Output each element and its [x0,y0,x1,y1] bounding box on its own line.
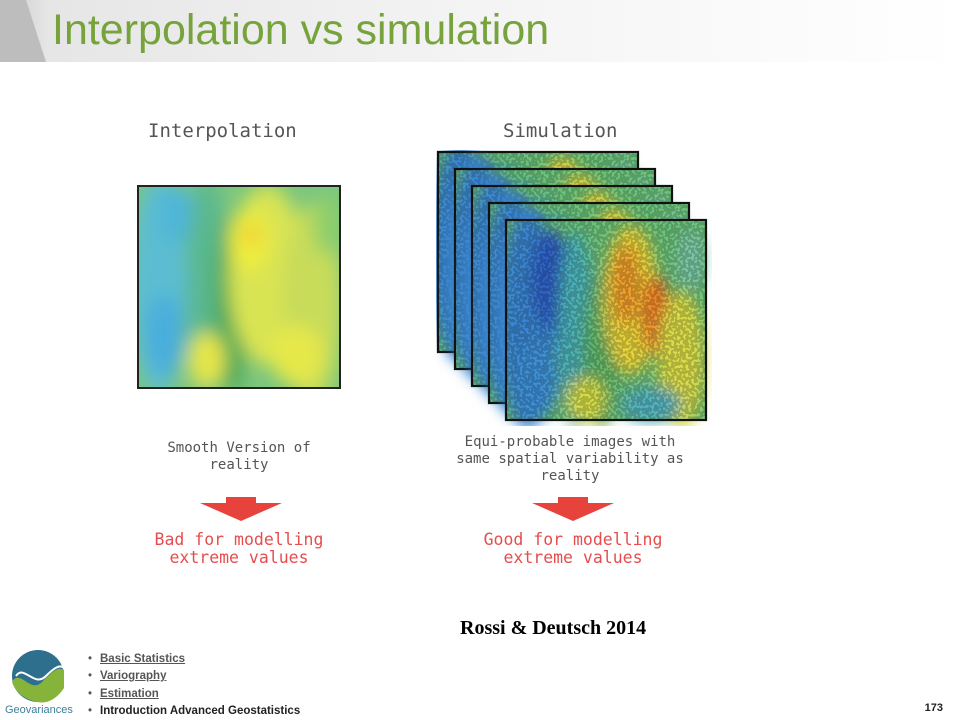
simulation-caption-line-3: reality [540,468,600,484]
interpolation-map [137,185,341,389]
citation: Rossi & Deutsch 2014 [460,617,647,639]
nav-link-basic-statistics[interactable]: Basic Statistics [100,652,186,665]
nav-item-variography[interactable]: • Variography [88,668,300,686]
simulation-caption-line-2: same spatial variability as [456,451,684,467]
page-number: 173 [924,702,943,714]
simulation-caption: Equi-probable images with same spatial v… [425,434,715,485]
interpolation-verdict: Bad for modelling extreme values [125,531,353,567]
title-banner [0,0,960,62]
interpolation-verdict-line-1: Bad for modelling [154,530,324,549]
simulation-verdict: Good for modelling extreme values [455,531,691,567]
nav-item-current-section: • Introduction Advanced Geostatistics [88,703,300,720]
interpolation-caption-line-2: reality [209,457,269,473]
simulation-panel-title: Simulation [503,120,618,142]
nav-item-basic-statistics[interactable]: • Basic Statistics [88,650,300,668]
slide-title: Interpolation vs simulation [52,6,550,54]
nav-current-section: Introduction Advanced Geostatistics [100,705,301,718]
interpolation-caption: Smooth Version of reality [130,440,348,474]
interpolation-verdict-line-2: extreme values [169,548,309,567]
nav-link-estimation[interactable]: Estimation [100,687,159,700]
nav-link-variography[interactable]: Variography [100,670,167,683]
interpolation-caption-line-1: Smooth Version of [167,440,311,456]
interpolation-down-arrow [200,497,282,521]
simulation-realizations-stack [436,150,708,426]
simulation-verdict-line-2: extreme values [503,548,643,567]
bullet-icon: • [88,687,93,700]
simulation-verdict-line-1: Good for modelling [483,530,663,549]
simulation-caption-line-1: Equi-probable images with [464,434,676,450]
geovariances-logo [12,650,65,703]
bullet-icon: • [88,705,93,718]
interpolation-panel-title: Interpolation [148,120,297,142]
bullet-icon: • [88,652,93,665]
bullet-icon: • [88,670,93,683]
simulation-down-arrow [532,497,614,521]
nav-item-estimation[interactable]: • Estimation [88,685,300,703]
logo-text: Geovariances [5,704,73,716]
section-nav: • Basic Statistics • Variography • Estim… [88,650,300,720]
